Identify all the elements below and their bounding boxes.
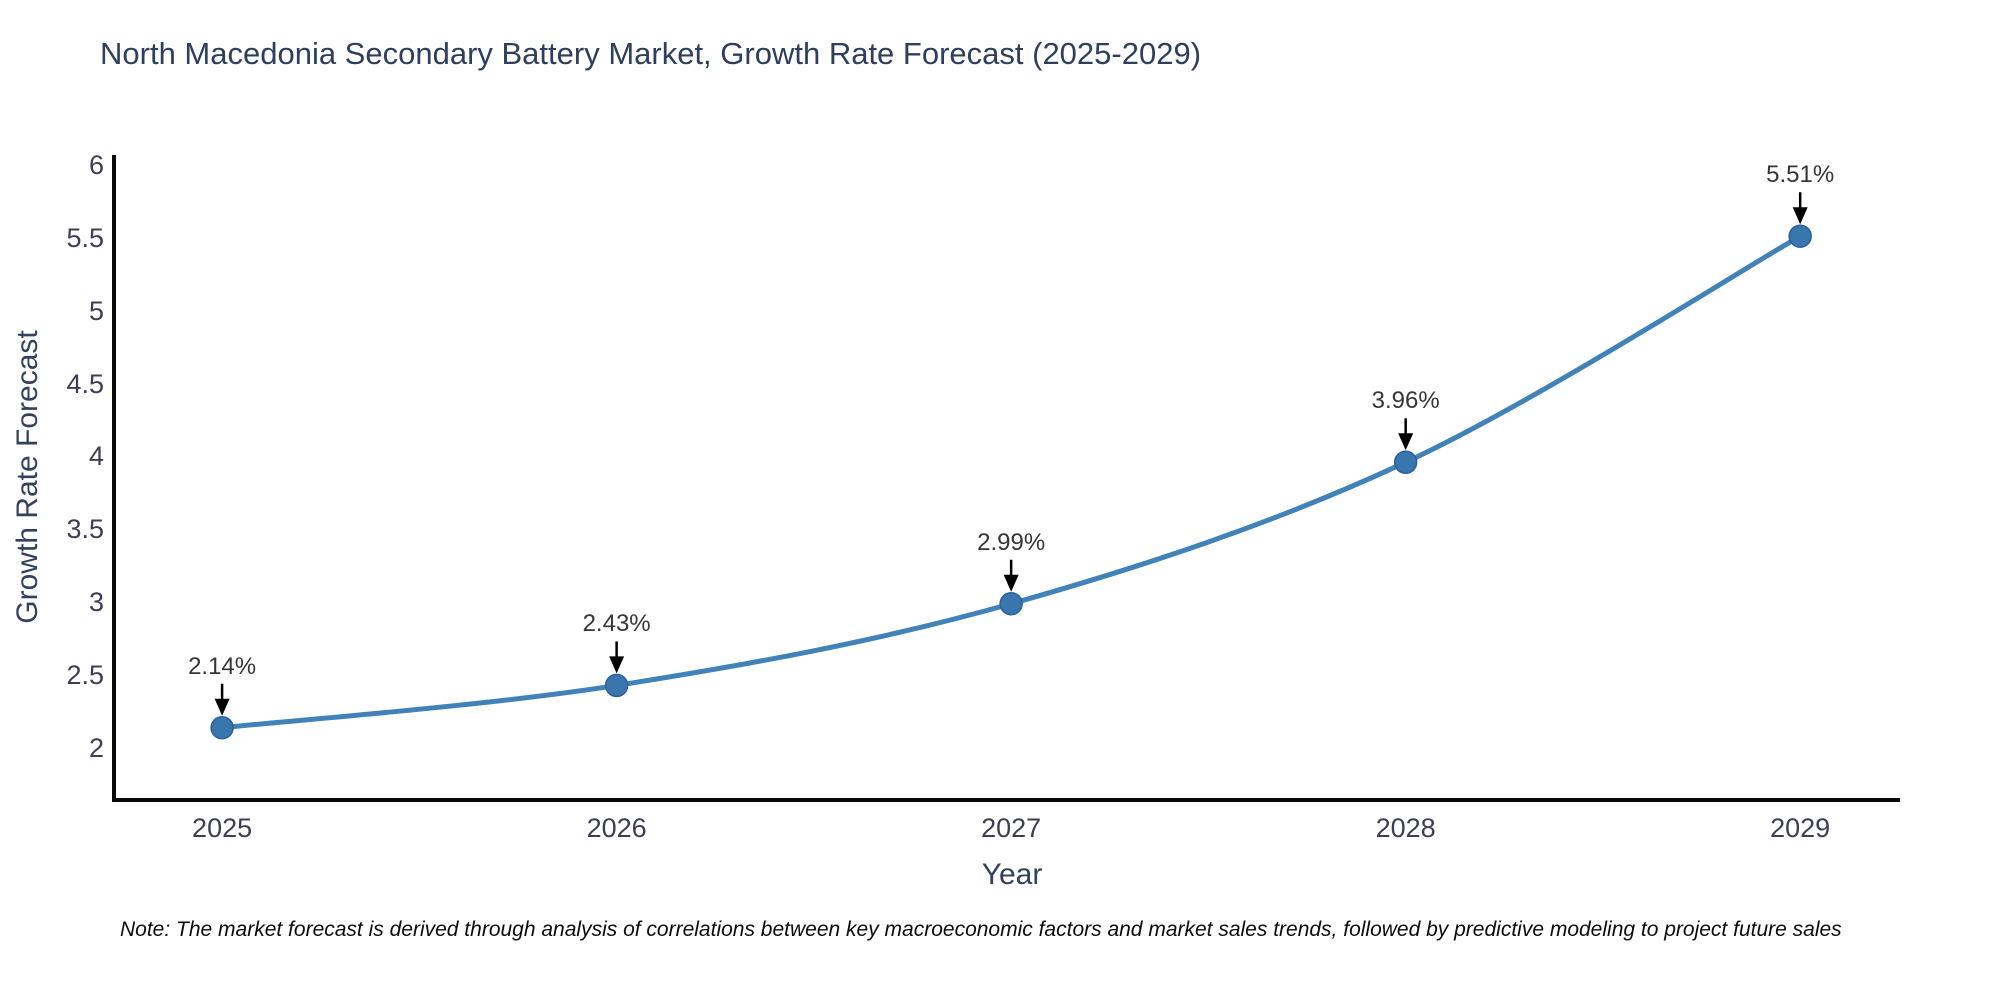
x-tick-label: 2025	[192, 813, 253, 843]
data-point-label: 2.99%	[977, 528, 1046, 556]
data-point-marker	[1788, 224, 1812, 248]
data-point-label: 3.96%	[1371, 387, 1440, 415]
x-axis-title: Year	[981, 858, 1043, 891]
data-point-label: 5.51%	[1766, 161, 1835, 189]
growth-rate-line	[219, 233, 1803, 731]
x-tick-label: 2026	[586, 813, 647, 843]
data-point-marker	[604, 673, 629, 698]
line-series	[219, 233, 1803, 731]
annotation-arrow-head	[1792, 207, 1808, 225]
y-tick-label: 3	[88, 587, 104, 618]
chart-title: North Macedonia Secondary Battery Market…	[100, 36, 1202, 71]
data-point-label: 2.43%	[582, 610, 651, 638]
y-tick-label: 3.5	[66, 514, 104, 545]
y-tick-label: 2	[88, 733, 104, 764]
y-tick-label: 6	[88, 149, 104, 180]
data-point-marker	[210, 715, 234, 740]
data-point-label: 2.14%	[188, 652, 257, 680]
footnote: Note: The market forecast is derived thr…	[120, 918, 1842, 941]
annotation-arrow-head	[609, 656, 625, 674]
y-tick-label: 4.5	[66, 368, 104, 399]
data-point-markers	[210, 224, 1812, 740]
annotation-arrow-head	[1003, 574, 1019, 592]
data-point-marker	[1393, 450, 1418, 475]
annotation-arrow-head	[214, 698, 230, 716]
y-tick-label: 5	[88, 295, 104, 326]
x-tick-label: 2029	[1770, 813, 1831, 843]
x-tick-label: 2027	[981, 813, 1042, 843]
y-tick-label: 2.5	[66, 660, 104, 691]
x-tick-label: 2028	[1375, 813, 1436, 843]
annotation-arrows	[214, 192, 1808, 716]
y-tick-label: 4	[88, 441, 104, 472]
annotation-arrow-head	[1398, 433, 1414, 451]
data-point-marker	[999, 591, 1023, 616]
y-tick-label: 5.5	[66, 222, 104, 253]
